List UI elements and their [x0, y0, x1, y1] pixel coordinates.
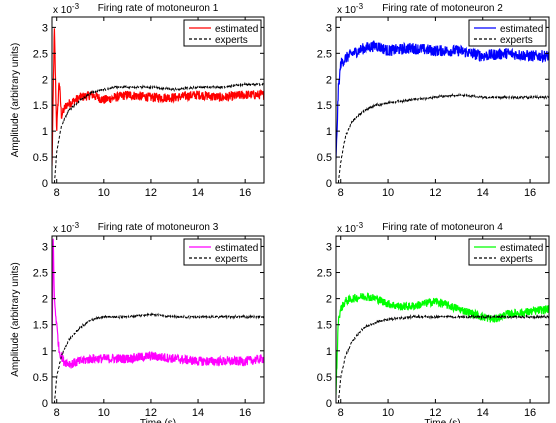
- x-tick-label: 12: [429, 407, 441, 419]
- x-tick-label: 10: [98, 407, 110, 419]
- legend-label: estimated: [215, 243, 258, 254]
- x-tick-label: 14: [477, 187, 489, 199]
- subplot-1: 0 0.5 1 1.5 2 2.5 3 8 10 12 14 16 x 10-3 Firing rate …: [10, 2, 265, 199]
- y-tick-label: 1: [326, 126, 332, 138]
- y-tick-label: 0.5: [317, 152, 332, 164]
- y-tick-label: 2.5: [33, 48, 48, 60]
- x-tick-label: 12: [145, 187, 157, 199]
- legend-box: [468, 19, 547, 47]
- x-tick-label: 8: [338, 407, 344, 419]
- axes-box: [51, 235, 265, 404]
- x-tick-label: 10: [98, 187, 110, 199]
- y-tick-label: 0: [326, 178, 332, 190]
- legend-label: estimated: [500, 243, 543, 254]
- y-tick-label: 3: [326, 22, 332, 34]
- y-multiplier: x 10-3: [53, 2, 80, 16]
- series-line-estimated: [52, 28, 264, 167]
- x-tick-label: 8: [54, 407, 60, 419]
- y-tick-label: 1.5: [33, 320, 48, 332]
- x-tick-label: 16: [524, 187, 536, 199]
- x-tick-label: 16: [524, 407, 536, 419]
- series-line-estimated: [52, 238, 264, 369]
- chart-title: Firing rate of motoneuron 2: [382, 3, 503, 14]
- x-tick-label: 12: [145, 407, 157, 419]
- x-axis-label: Time (s): [424, 418, 460, 423]
- y-multiplier: x 10-3: [337, 221, 364, 235]
- y-tick-label: 2: [326, 74, 332, 86]
- legend-label: experts: [500, 35, 533, 46]
- y-tick-label: 2: [42, 294, 48, 306]
- legend-label: estimated: [215, 24, 258, 35]
- series-line-experts: [337, 92, 549, 183]
- series-line-experts: [53, 311, 264, 403]
- axes-box: [335, 16, 550, 184]
- x-tick-label: 16: [239, 187, 251, 199]
- y-tick-label: 0: [42, 178, 48, 190]
- legend-label: experts: [500, 254, 533, 265]
- x-tick-label: 14: [477, 407, 489, 419]
- series-line-experts: [337, 314, 549, 403]
- legend-box: [468, 238, 547, 266]
- y-tick-label: 1.5: [33, 100, 48, 112]
- chart-title: Firing rate of motoneuron 1: [98, 3, 219, 14]
- y-tick-label: 2.5: [33, 268, 48, 280]
- chart-title: Firing rate of motoneuron 4: [382, 222, 503, 233]
- subplot-2: 0 0.5 1 1.5 2 2.5 3 8 10 12 14 16 x 10-3 Firing rate …: [317, 2, 550, 199]
- x-tick-label: 12: [429, 187, 441, 199]
- y-tick-label: 3: [326, 241, 332, 253]
- legend-label: estimated: [500, 24, 543, 35]
- chart-title: Firing rate of motoneuron 3: [98, 222, 219, 233]
- y-axis-label: Amplitude (arbitrary units): [10, 43, 21, 157]
- y-tick-label: 0.5: [33, 372, 48, 384]
- y-tick-label: 0: [42, 398, 48, 410]
- subplot-4: 0 0.5 1 1.5 2 2.5 3 8 10 12 14 16 x 10-3 Firing rate …: [317, 221, 550, 423]
- x-tick-label: 8: [338, 187, 344, 199]
- series-line-estimated: [336, 292, 549, 395]
- x-tick-label: 10: [382, 187, 394, 199]
- y-tick-label: 1: [42, 346, 48, 358]
- series-line-experts: [53, 81, 264, 183]
- x-axis-label: Time (s): [140, 418, 176, 423]
- y-tick-label: 0.5: [33, 152, 48, 164]
- y-multiplier: x 10-3: [53, 221, 80, 235]
- axes-box: [51, 16, 265, 184]
- y-tick-label: 3: [42, 241, 48, 253]
- y-tick-label: 2.5: [317, 268, 332, 280]
- y-multiplier: x 10-3: [337, 2, 364, 16]
- legend-box: [183, 19, 262, 47]
- legend-label: experts: [215, 254, 248, 265]
- y-tick-label: 2: [42, 74, 48, 86]
- axes-box: [335, 235, 550, 404]
- x-tick-label: 8: [54, 187, 60, 199]
- y-axis-label: Amplitude (arbitrary units): [10, 262, 21, 376]
- y-tick-label: 3: [42, 22, 48, 34]
- subplot-3: 0 0.5 1 1.5 2 2.5 3 8 10 12 14 16 x 10-3 Firing rate …: [10, 221, 265, 423]
- y-tick-label: 1.5: [317, 100, 332, 112]
- series-line-estimated: [336, 40, 549, 159]
- y-tick-label: 2: [326, 294, 332, 306]
- y-tick-label: 0.5: [317, 372, 332, 384]
- y-tick-label: 2.5: [317, 48, 332, 60]
- y-tick-label: 1: [326, 346, 332, 358]
- legend-box: [183, 238, 262, 266]
- x-tick-label: 16: [239, 407, 251, 419]
- x-tick-label: 14: [192, 187, 204, 199]
- y-tick-label: 1: [42, 126, 48, 138]
- x-tick-label: 10: [382, 407, 394, 419]
- y-tick-label: 0: [326, 398, 332, 410]
- y-tick-label: 1.5: [317, 320, 332, 332]
- x-tick-label: 14: [192, 407, 204, 419]
- legend-label: experts: [215, 35, 248, 46]
